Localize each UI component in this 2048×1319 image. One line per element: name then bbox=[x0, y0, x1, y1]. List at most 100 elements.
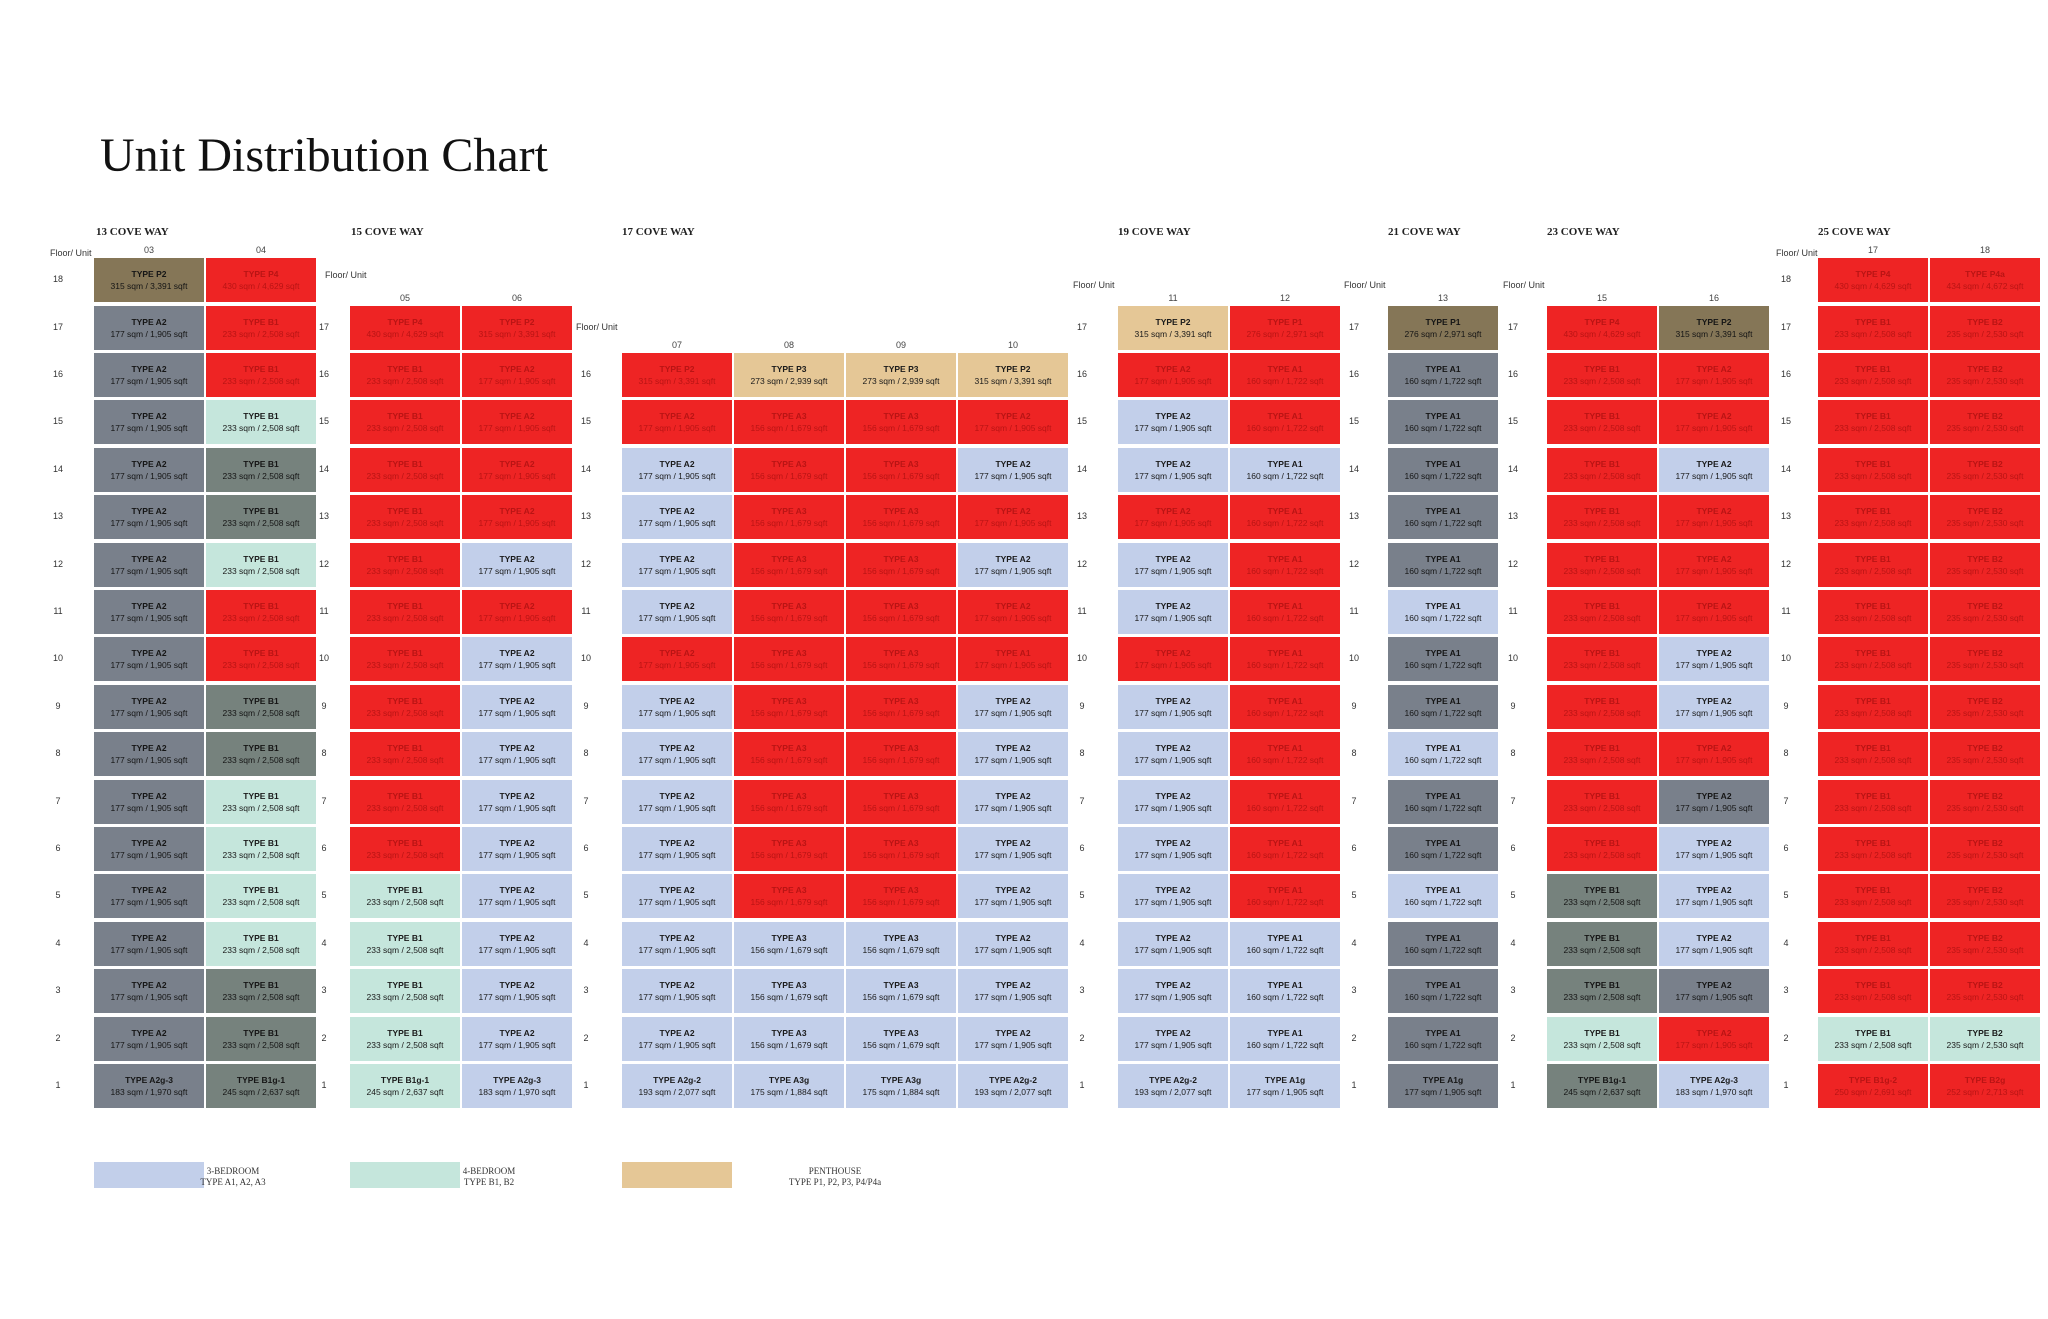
unit-cell[interactable]: TYPE A2 177 sqm / 1,905 sqft bbox=[1118, 732, 1228, 777]
unit-cell[interactable]: TYPE B2 235 sqm / 2,530 sqft bbox=[1930, 827, 2040, 871]
unit-cell[interactable]: TYPE A2 177 sqm / 1,905 sqft bbox=[958, 447, 1068, 492]
unit-cell[interactable]: TYPE A2 177 sqm / 1,905 sqft bbox=[94, 590, 204, 634]
unit-cell[interactable]: TYPE A2 177 sqm / 1,905 sqft bbox=[1118, 921, 1228, 966]
unit-cell[interactable]: TYPE B1 233 sqm / 2,508 sqft bbox=[1818, 969, 1928, 1014]
unit-cell[interactable]: TYPE A2 177 sqm / 1,905 sqft bbox=[94, 353, 204, 397]
unit-cell[interactable]: TYPE A1 160 sqm / 1,722 sqft bbox=[1388, 447, 1498, 492]
unit-cell[interactable]: TYPE B1 233 sqm / 2,508 sqft bbox=[1818, 400, 1928, 445]
unit-cell[interactable]: TYPE A2 177 sqm / 1,905 sqft bbox=[94, 684, 204, 729]
unit-cell[interactable]: TYPE A2 177 sqm / 1,905 sqft bbox=[622, 447, 732, 492]
unit-cell[interactable]: TYPE A2 177 sqm / 1,905 sqft bbox=[462, 779, 572, 824]
unit-cell[interactable]: TYPE A3 156 sqm / 1,679 sqft bbox=[846, 684, 956, 729]
unit-cell[interactable]: TYPE P4 430 sqm / 4,629 sqft bbox=[350, 305, 460, 350]
unit-cell[interactable]: TYPE A2 177 sqm / 1,905 sqft bbox=[462, 969, 572, 1014]
unit-cell[interactable]: TYPE A2 177 sqm / 1,905 sqft bbox=[1659, 779, 1769, 824]
unit-cell[interactable]: TYPE B1 233 sqm / 2,508 sqft bbox=[1818, 827, 1928, 871]
unit-cell[interactable]: TYPE B1 233 sqm / 2,508 sqft bbox=[350, 1016, 460, 1061]
unit-cell[interactable]: TYPE A2 177 sqm / 1,905 sqft bbox=[958, 969, 1068, 1014]
unit-cell[interactable]: TYPE B2 235 sqm / 2,530 sqft bbox=[1930, 684, 2040, 729]
unit-cell[interactable]: TYPE A2 177 sqm / 1,905 sqft bbox=[94, 447, 204, 492]
unit-cell[interactable]: TYPE B2 235 sqm / 2,530 sqft bbox=[1930, 921, 2040, 966]
unit-cell[interactable]: TYPE A1 160 sqm / 1,722 sqft bbox=[1388, 779, 1498, 824]
unit-cell[interactable]: TYPE A2g-3 183 sqm / 1,970 sqft bbox=[1659, 1064, 1769, 1108]
unit-cell[interactable]: TYPE P3 273 sqm / 2,939 sqft bbox=[734, 353, 844, 397]
unit-cell[interactable]: TYPE A2 177 sqm / 1,905 sqft bbox=[462, 400, 572, 445]
unit-cell[interactable]: TYPE B1 233 sqm / 2,508 sqft bbox=[350, 684, 460, 729]
unit-cell[interactable]: TYPE A1 160 sqm / 1,722 sqft bbox=[1230, 874, 1340, 919]
unit-cell[interactable]: TYPE B1 233 sqm / 2,508 sqft bbox=[350, 495, 460, 540]
unit-cell[interactable]: TYPE B1 233 sqm / 2,508 sqft bbox=[350, 827, 460, 871]
unit-cell[interactable]: TYPE A3 156 sqm / 1,679 sqft bbox=[846, 542, 956, 587]
unit-cell[interactable]: TYPE A3 156 sqm / 1,679 sqft bbox=[734, 590, 844, 634]
unit-cell[interactable]: TYPE P1 276 sqm / 2,971 sqft bbox=[1388, 305, 1498, 350]
unit-cell[interactable]: TYPE A2 177 sqm / 1,905 sqft bbox=[622, 779, 732, 824]
unit-cell[interactable]: TYPE P2 315 sqm / 3,391 sqft bbox=[1118, 305, 1228, 350]
unit-cell[interactable]: TYPE B1 233 sqm / 2,508 sqft bbox=[1818, 590, 1928, 634]
unit-cell[interactable]: TYPE B1 233 sqm / 2,508 sqft bbox=[1818, 637, 1928, 682]
unit-cell[interactable]: TYPE B1 233 sqm / 2,508 sqft bbox=[350, 400, 460, 445]
unit-cell[interactable]: TYPE A2 177 sqm / 1,905 sqft bbox=[462, 684, 572, 729]
unit-cell[interactable]: TYPE B1 233 sqm / 2,508 sqft bbox=[1818, 495, 1928, 540]
unit-cell[interactable]: TYPE A3 156 sqm / 1,679 sqft bbox=[846, 874, 956, 919]
unit-cell[interactable]: TYPE A3 156 sqm / 1,679 sqft bbox=[846, 732, 956, 777]
unit-cell[interactable]: TYPE A2 177 sqm / 1,905 sqft bbox=[1659, 1016, 1769, 1061]
unit-cell[interactable]: TYPE A1 160 sqm / 1,722 sqft bbox=[1388, 969, 1498, 1014]
unit-cell[interactable]: TYPE P2 315 sqm / 3,391 sqft bbox=[958, 353, 1068, 397]
unit-cell[interactable]: TYPE A2 177 sqm / 1,905 sqft bbox=[1659, 637, 1769, 682]
unit-cell[interactable]: TYPE B1 233 sqm / 2,508 sqft bbox=[1818, 921, 1928, 966]
unit-cell[interactable]: TYPE B1 233 sqm / 2,508 sqft bbox=[206, 684, 316, 729]
unit-cell[interactable]: TYPE A1 160 sqm / 1,722 sqft bbox=[1388, 827, 1498, 871]
unit-cell[interactable]: TYPE A3g 175 sqm / 1,884 sqft bbox=[734, 1064, 844, 1108]
unit-cell[interactable]: TYPE B1 233 sqm / 2,508 sqft bbox=[1547, 542, 1657, 587]
unit-cell[interactable]: TYPE P2 315 sqm / 3,391 sqft bbox=[462, 305, 572, 350]
unit-cell[interactable]: TYPE B1 233 sqm / 2,508 sqft bbox=[1818, 1016, 1928, 1061]
unit-cell[interactable]: TYPE A2 177 sqm / 1,905 sqft bbox=[958, 779, 1068, 824]
unit-cell[interactable]: TYPE B1 233 sqm / 2,508 sqft bbox=[1547, 779, 1657, 824]
unit-cell[interactable]: TYPE B1 233 sqm / 2,508 sqft bbox=[350, 779, 460, 824]
unit-cell[interactable]: TYPE A2 177 sqm / 1,905 sqft bbox=[1659, 353, 1769, 397]
unit-cell[interactable]: TYPE B1 233 sqm / 2,508 sqft bbox=[206, 921, 316, 966]
unit-cell[interactable]: TYPE A2 177 sqm / 1,905 sqft bbox=[1118, 353, 1228, 397]
unit-cell[interactable]: TYPE A2 177 sqm / 1,905 sqft bbox=[94, 921, 204, 966]
unit-cell[interactable]: TYPE A1 160 sqm / 1,722 sqft bbox=[1230, 542, 1340, 587]
unit-cell[interactable]: TYPE A2 177 sqm / 1,905 sqft bbox=[1659, 542, 1769, 587]
unit-cell[interactable]: TYPE B1 233 sqm / 2,508 sqft bbox=[350, 874, 460, 919]
unit-cell[interactable]: TYPE A2 177 sqm / 1,905 sqft bbox=[94, 969, 204, 1014]
unit-cell[interactable]: TYPE A2 177 sqm / 1,905 sqft bbox=[622, 495, 732, 540]
unit-cell[interactable]: TYPE A2 177 sqm / 1,905 sqft bbox=[94, 542, 204, 587]
unit-cell[interactable]: TYPE A2 177 sqm / 1,905 sqft bbox=[622, 684, 732, 729]
unit-cell[interactable]: TYPE B1 233 sqm / 2,508 sqft bbox=[1547, 400, 1657, 445]
unit-cell[interactable]: TYPE B1 233 sqm / 2,508 sqft bbox=[206, 305, 316, 350]
unit-cell[interactable]: TYPE A2 177 sqm / 1,905 sqft bbox=[1659, 921, 1769, 966]
unit-cell[interactable]: TYPE A2 177 sqm / 1,905 sqft bbox=[1118, 637, 1228, 682]
unit-cell[interactable]: TYPE A2 177 sqm / 1,905 sqft bbox=[622, 590, 732, 634]
unit-cell[interactable]: TYPE A2 177 sqm / 1,905 sqft bbox=[622, 969, 732, 1014]
unit-cell[interactable]: TYPE B1 233 sqm / 2,508 sqft bbox=[1818, 732, 1928, 777]
unit-cell[interactable]: TYPE A3 156 sqm / 1,679 sqft bbox=[734, 969, 844, 1014]
unit-cell[interactable]: TYPE B1 233 sqm / 2,508 sqft bbox=[206, 590, 316, 634]
unit-cell[interactable]: TYPE B1 233 sqm / 2,508 sqft bbox=[206, 637, 316, 682]
unit-cell[interactable]: TYPE A2 177 sqm / 1,905 sqft bbox=[958, 590, 1068, 634]
unit-cell[interactable]: TYPE P4 430 sqm / 4,629 sqft bbox=[1547, 305, 1657, 350]
unit-cell[interactable]: TYPE B1 233 sqm / 2,508 sqft bbox=[1547, 827, 1657, 871]
unit-cell[interactable]: TYPE B2 235 sqm / 2,530 sqft bbox=[1930, 969, 2040, 1014]
unit-cell[interactable]: TYPE B1 233 sqm / 2,508 sqft bbox=[1818, 684, 1928, 729]
unit-cell[interactable]: TYPE A3 156 sqm / 1,679 sqft bbox=[734, 874, 844, 919]
unit-cell[interactable]: TYPE B1g-1 245 sqm / 2,637 sqft bbox=[206, 1064, 316, 1108]
unit-cell[interactable]: TYPE A2g-3 183 sqm / 1,970 sqft bbox=[462, 1064, 572, 1108]
unit-cell[interactable]: TYPE A2 177 sqm / 1,905 sqft bbox=[462, 827, 572, 871]
unit-cell[interactable]: TYPE A2 177 sqm / 1,905 sqft bbox=[1659, 969, 1769, 1014]
unit-cell[interactable]: TYPE A2 177 sqm / 1,905 sqft bbox=[462, 921, 572, 966]
unit-cell[interactable]: TYPE P1 276 sqm / 2,971 sqft bbox=[1230, 305, 1340, 350]
unit-cell[interactable]: TYPE A3 156 sqm / 1,679 sqft bbox=[846, 921, 956, 966]
unit-cell[interactable]: TYPE A2 177 sqm / 1,905 sqft bbox=[462, 874, 572, 919]
unit-cell[interactable]: TYPE A3 156 sqm / 1,679 sqft bbox=[846, 447, 956, 492]
unit-cell[interactable]: TYPE A2 177 sqm / 1,905 sqft bbox=[94, 400, 204, 445]
unit-cell[interactable]: TYPE A2 177 sqm / 1,905 sqft bbox=[94, 495, 204, 540]
unit-cell[interactable]: TYPE A2 177 sqm / 1,905 sqft bbox=[1118, 684, 1228, 729]
unit-cell[interactable]: TYPE B2 235 sqm / 2,530 sqft bbox=[1930, 305, 2040, 350]
unit-cell[interactable]: TYPE A3 156 sqm / 1,679 sqft bbox=[846, 590, 956, 634]
unit-cell[interactable]: TYPE A2 177 sqm / 1,905 sqft bbox=[1118, 590, 1228, 634]
unit-cell[interactable]: TYPE B1 233 sqm / 2,508 sqft bbox=[206, 732, 316, 777]
unit-cell[interactable]: TYPE A2 177 sqm / 1,905 sqft bbox=[1118, 495, 1228, 540]
